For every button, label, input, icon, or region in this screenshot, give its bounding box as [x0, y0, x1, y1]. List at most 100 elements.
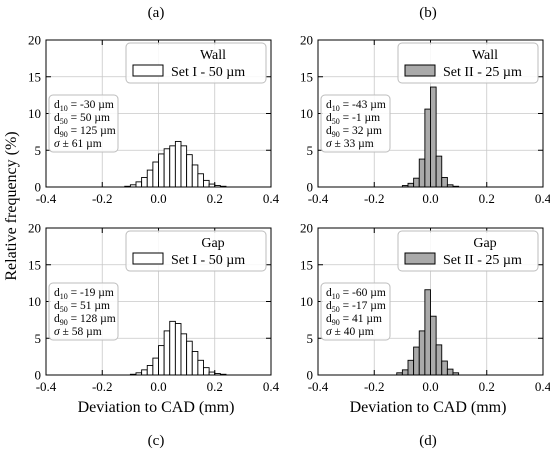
legend: Gap Set II - 25 µm: [397, 230, 539, 272]
legend-swatch: [404, 64, 436, 77]
y-tick-label: 15: [28, 257, 41, 272]
legend-series-label: Set I - 50 µm: [171, 253, 245, 268]
legend-swatch: [132, 252, 164, 265]
histogram-bar: [163, 330, 171, 376]
histogram-bar: [407, 182, 415, 188]
stat-line: σ ± 58 µm: [54, 326, 102, 338]
histogram-bar: [418, 330, 426, 376]
histogram-bar: [441, 176, 448, 188]
stat-line: d10 = -30 µm: [54, 99, 114, 113]
stat-line: d10 = -60 µm: [326, 287, 386, 301]
y-tick-label: 10: [300, 294, 313, 309]
histogram-bar: [407, 359, 415, 376]
stat-line: σ ± 61 µm: [54, 138, 102, 150]
histogram-bar: [186, 340, 193, 376]
stat-line: d90 = 128 µm: [54, 313, 116, 327]
histogram-bar: [430, 86, 437, 188]
histogram-bar: [441, 360, 448, 376]
stats-frame: [320, 94, 391, 153]
x-tick-label: -0.4: [308, 191, 329, 206]
y-tick-label: 15: [300, 257, 313, 272]
x-tick-label: 0.2: [207, 379, 223, 394]
legend-swatch: [404, 252, 436, 265]
y-tick-label: 5: [307, 143, 314, 158]
y-tick-label: 0: [35, 368, 42, 383]
histogram-bar: [191, 351, 199, 376]
stat-line: d50 = -1 µm: [326, 112, 380, 126]
panel-b: (b) -0.4 -0.2 0.0 0.2 0.4 0 5 10 15 20 Wall Set II -…: [300, 5, 550, 206]
panel-letter: (c): [148, 433, 165, 449]
x-tick-label: 0.0: [422, 191, 438, 206]
legend: Wall Set II - 25 µm: [397, 42, 539, 84]
histogram-bar: [191, 164, 199, 188]
histogram-bar: [163, 148, 171, 188]
stat-line: d50 = 51 µm: [54, 300, 110, 314]
y-tick-label: 15: [300, 69, 313, 84]
legend-title: Gap: [473, 236, 496, 251]
y-tick-label: 20: [28, 221, 41, 236]
panel-a: (a) -0.4 -0.2 0.0 0.2 0.4 0 5 10 15 20 Wall Set I - …: [28, 5, 280, 206]
y-tick-label: 10: [28, 294, 41, 309]
legend: Wall Set I - 50 µm: [125, 42, 267, 84]
histogram-bar: [418, 158, 426, 188]
histogram-bar: [146, 364, 154, 376]
legend-series-label: Set II - 25 µm: [443, 253, 522, 268]
x-tick-label: 0.4: [263, 191, 280, 206]
stats-frame: [320, 282, 391, 341]
histogram-bar: [203, 179, 210, 188]
stat-line: d90 = 125 µm: [54, 125, 116, 139]
x-tick-label: 0.4: [535, 379, 550, 394]
histogram-bar: [424, 108, 431, 188]
y-tick-label: 20: [300, 221, 313, 236]
legend-title: Wall: [472, 48, 498, 63]
x-tick-label: -0.4: [36, 379, 57, 394]
x-axis-title-right: Deviation to CAD (mm): [350, 399, 507, 416]
stats-frame: [48, 94, 119, 153]
histogram-bar: [435, 344, 443, 376]
histogram-bar: [141, 176, 148, 188]
y-tick-label: 10: [28, 106, 41, 121]
stat-line: d10 = -43 µm: [326, 99, 386, 113]
panel-d: (d) -0.4 -0.2 0.0 0.2 0.4 0 5 10 15 20 Gap Set II - …: [300, 221, 550, 449]
panel-letter: (b): [419, 5, 437, 21]
y-tick-label: 0: [307, 180, 314, 195]
x-tick-label: 0.0: [150, 379, 166, 394]
histogram-bar: [197, 173, 204, 188]
histogram-bar: [430, 315, 437, 376]
stat-line: σ ± 33 µm: [326, 138, 374, 150]
histogram-bar: [141, 369, 148, 376]
histogram-bar: [401, 369, 409, 376]
y-tick-label: 20: [300, 33, 313, 48]
panels: (a) -0.4 -0.2 0.0 0.2 0.4 0 5 10 15 20 Wall Set I - …: [28, 5, 550, 449]
histogram-bar: [152, 161, 159, 188]
stat-line: d90 = 41 µm: [326, 313, 382, 327]
histogram-bar: [446, 368, 454, 376]
legend-series-label: Set I - 50 µm: [171, 65, 245, 80]
histogram-bar: [169, 320, 176, 376]
stat-line: d90 = 32 µm: [326, 125, 382, 139]
histogram-bar: [146, 169, 154, 188]
legend-swatch: [132, 64, 164, 77]
stat-line: σ ± 40 µm: [326, 326, 374, 338]
y-tick-label: 0: [35, 180, 42, 195]
histogram-bar: [186, 154, 193, 188]
histogram-bar: [413, 346, 420, 376]
panel-letter: (a): [148, 5, 165, 21]
histogram-bar: [152, 357, 159, 376]
x-tick-label: 0.4: [263, 379, 280, 394]
histogram-bar: [135, 181, 143, 188]
x-tick-label: -0.2: [364, 191, 385, 206]
histogram-bar: [413, 177, 420, 188]
x-tick-label: -0.2: [364, 379, 385, 394]
x-tick-label: -0.4: [36, 191, 57, 206]
x-tick-label: 0.2: [207, 191, 223, 206]
y-tick-label: 5: [35, 331, 42, 346]
x-tick-label: 0.2: [479, 379, 495, 394]
panel-c: (c) -0.4 -0.2 0.0 0.2 0.4 0 5 10 15 20 Gap Set I - 5…: [28, 221, 280, 449]
panel-letter: (d): [419, 433, 437, 449]
x-tick-label: 0.2: [479, 191, 495, 206]
